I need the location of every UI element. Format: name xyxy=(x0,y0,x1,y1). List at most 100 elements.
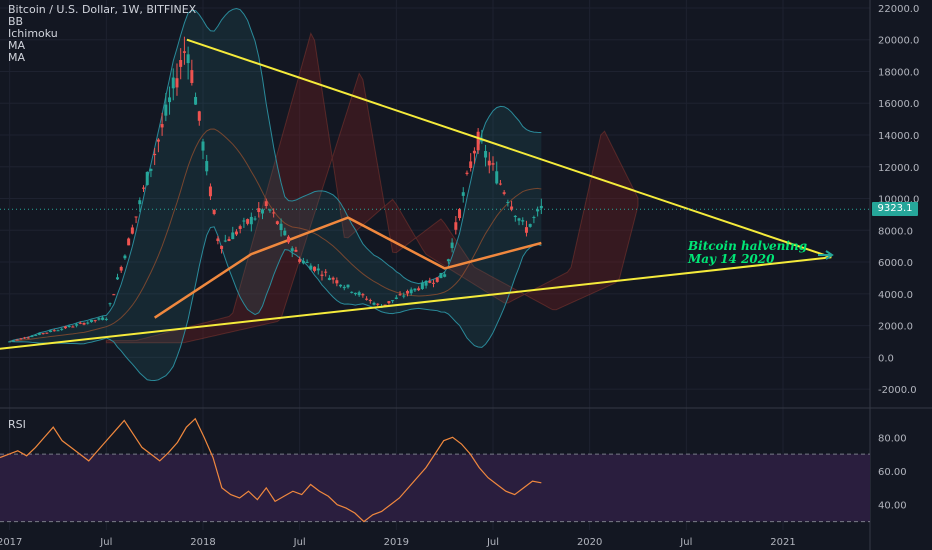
candle-body xyxy=(376,303,380,305)
candle-body xyxy=(212,209,216,215)
candle-body xyxy=(357,292,361,296)
trendline xyxy=(0,256,832,350)
candle-body xyxy=(71,326,75,328)
candle-body xyxy=(368,300,372,302)
candle-body xyxy=(134,216,138,218)
candle-body xyxy=(223,240,227,242)
candle-body xyxy=(89,319,93,323)
candle-body xyxy=(194,96,198,105)
candle-body xyxy=(238,226,242,229)
candle-body xyxy=(197,111,201,121)
candle-body xyxy=(524,227,528,233)
candle-body xyxy=(97,318,101,320)
candle-body xyxy=(123,255,127,259)
candle-body xyxy=(130,227,134,234)
chart-legend: Bitcoin / U.S. Dollar, 1W, BITFINEX BB I… xyxy=(8,4,196,64)
candle-body xyxy=(52,330,56,332)
candle-body xyxy=(283,230,287,236)
candle-body xyxy=(398,294,402,296)
candle-body xyxy=(510,206,514,210)
time-axis[interactable]: 2017 Jul 2018 Jul 2019 Jul 2020 Jul 2021 xyxy=(0,537,796,548)
candle-body xyxy=(346,284,350,288)
candle-body xyxy=(260,209,264,214)
candle-body xyxy=(498,183,502,185)
candle-body xyxy=(298,259,302,262)
candle-body xyxy=(149,168,153,171)
price-tick-label: 22000.0 xyxy=(878,4,919,15)
candle-body xyxy=(342,286,346,289)
candle-body xyxy=(26,337,30,339)
candle-body xyxy=(305,261,309,263)
indicator-ichimoku[interactable]: Ichimoku xyxy=(8,27,58,40)
candle-body xyxy=(264,201,268,207)
candle-body xyxy=(227,239,231,242)
bb-lower xyxy=(9,226,542,382)
candle-body xyxy=(67,325,71,327)
candle-body xyxy=(249,216,253,225)
candle-body xyxy=(108,303,112,305)
candle-body xyxy=(60,328,64,330)
candle-body xyxy=(119,266,123,271)
halving-annotation: Bitcoin halvening May 14 2020 xyxy=(688,240,807,266)
time-tick-label: Jul xyxy=(293,537,306,548)
candle-body xyxy=(41,333,45,335)
candle-body xyxy=(63,326,67,329)
time-tick-label: 2020 xyxy=(577,537,602,548)
candle-body xyxy=(528,224,532,227)
candle-body xyxy=(234,231,238,235)
candle-body xyxy=(112,294,116,296)
candle-body xyxy=(45,332,49,334)
candle-body xyxy=(372,302,376,305)
candle-body xyxy=(350,291,354,293)
rsi-pane[interactable]: 80.00 60.00 40.00 xyxy=(0,417,907,523)
price-tick-label: 14000.0 xyxy=(878,131,919,142)
candle-body xyxy=(153,153,157,156)
candlesticks xyxy=(8,36,543,343)
candle-body xyxy=(86,322,90,324)
time-tick-label: 2018 xyxy=(190,537,215,548)
candle-body xyxy=(160,124,164,128)
candle-body xyxy=(324,271,328,273)
candle-body xyxy=(78,322,82,324)
candle-body xyxy=(513,215,517,218)
rsi-line xyxy=(0,417,542,523)
candle-body xyxy=(313,266,317,271)
indicator-bb[interactable]: BB xyxy=(8,15,24,28)
candle-body xyxy=(402,295,406,297)
candle-body xyxy=(476,131,480,151)
price-tick-label: 0.0 xyxy=(878,353,894,364)
time-tick-label: 2017 xyxy=(0,537,22,548)
candle-body xyxy=(405,290,409,294)
candle-body xyxy=(242,220,246,222)
candle-body xyxy=(301,260,305,264)
rsi-tick-label: 40.00 xyxy=(878,501,907,512)
candle-body xyxy=(93,320,97,322)
candle-body xyxy=(458,209,462,219)
indicator-ma-2[interactable]: MA xyxy=(8,51,26,64)
symbol-title[interactable]: Bitcoin / U.S. Dollar, 1W, BITFINEX xyxy=(8,3,197,16)
price-tick-label: 20000.0 xyxy=(878,36,919,47)
candle-body xyxy=(75,324,79,326)
rsi-title[interactable]: RSI xyxy=(8,418,26,431)
grid-lines xyxy=(0,0,870,530)
candle-body xyxy=(454,222,458,230)
candle-body xyxy=(257,208,261,213)
time-tick-label: Jul xyxy=(679,537,692,548)
candle-body xyxy=(502,192,506,194)
time-tick-label: 2021 xyxy=(770,537,795,548)
candle-body xyxy=(487,160,491,166)
trendlines xyxy=(0,38,870,350)
candle-body xyxy=(104,318,108,320)
rsi-band xyxy=(0,454,870,522)
bollinger-bands xyxy=(9,7,542,382)
candle-body xyxy=(484,150,488,158)
candle-body xyxy=(30,336,34,338)
candle-body xyxy=(220,245,224,249)
ma-slow-line xyxy=(153,216,542,319)
indicator-ma[interactable]: MA xyxy=(8,39,26,52)
price-tick-label: 12000.0 xyxy=(878,163,919,174)
price-tick-label: 4000.0 xyxy=(878,290,913,301)
candle-body xyxy=(472,150,476,154)
